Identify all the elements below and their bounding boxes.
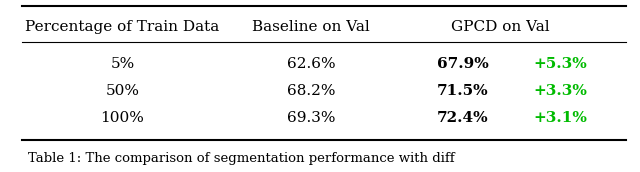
Text: +5.3%: +5.3% bbox=[533, 57, 587, 71]
Text: 71.5%: 71.5% bbox=[436, 84, 488, 98]
Text: Table 1: The comparison of segmentation performance with diff: Table 1: The comparison of segmentation … bbox=[28, 152, 455, 165]
Text: Percentage of Train Data: Percentage of Train Data bbox=[26, 20, 220, 34]
Text: GPCD on Val: GPCD on Val bbox=[451, 20, 550, 34]
Text: 69.3%: 69.3% bbox=[287, 111, 335, 125]
Text: 67.9%: 67.9% bbox=[436, 57, 488, 71]
Text: 50%: 50% bbox=[106, 84, 140, 98]
Text: +3.1%: +3.1% bbox=[533, 111, 587, 125]
Text: 72.4%: 72.4% bbox=[436, 111, 488, 125]
Text: Baseline on Val: Baseline on Val bbox=[252, 20, 370, 34]
Text: 68.2%: 68.2% bbox=[287, 84, 335, 98]
Text: 62.6%: 62.6% bbox=[287, 57, 335, 71]
Text: 100%: 100% bbox=[100, 111, 145, 125]
Text: 5%: 5% bbox=[110, 57, 134, 71]
Text: +3.3%: +3.3% bbox=[533, 84, 587, 98]
